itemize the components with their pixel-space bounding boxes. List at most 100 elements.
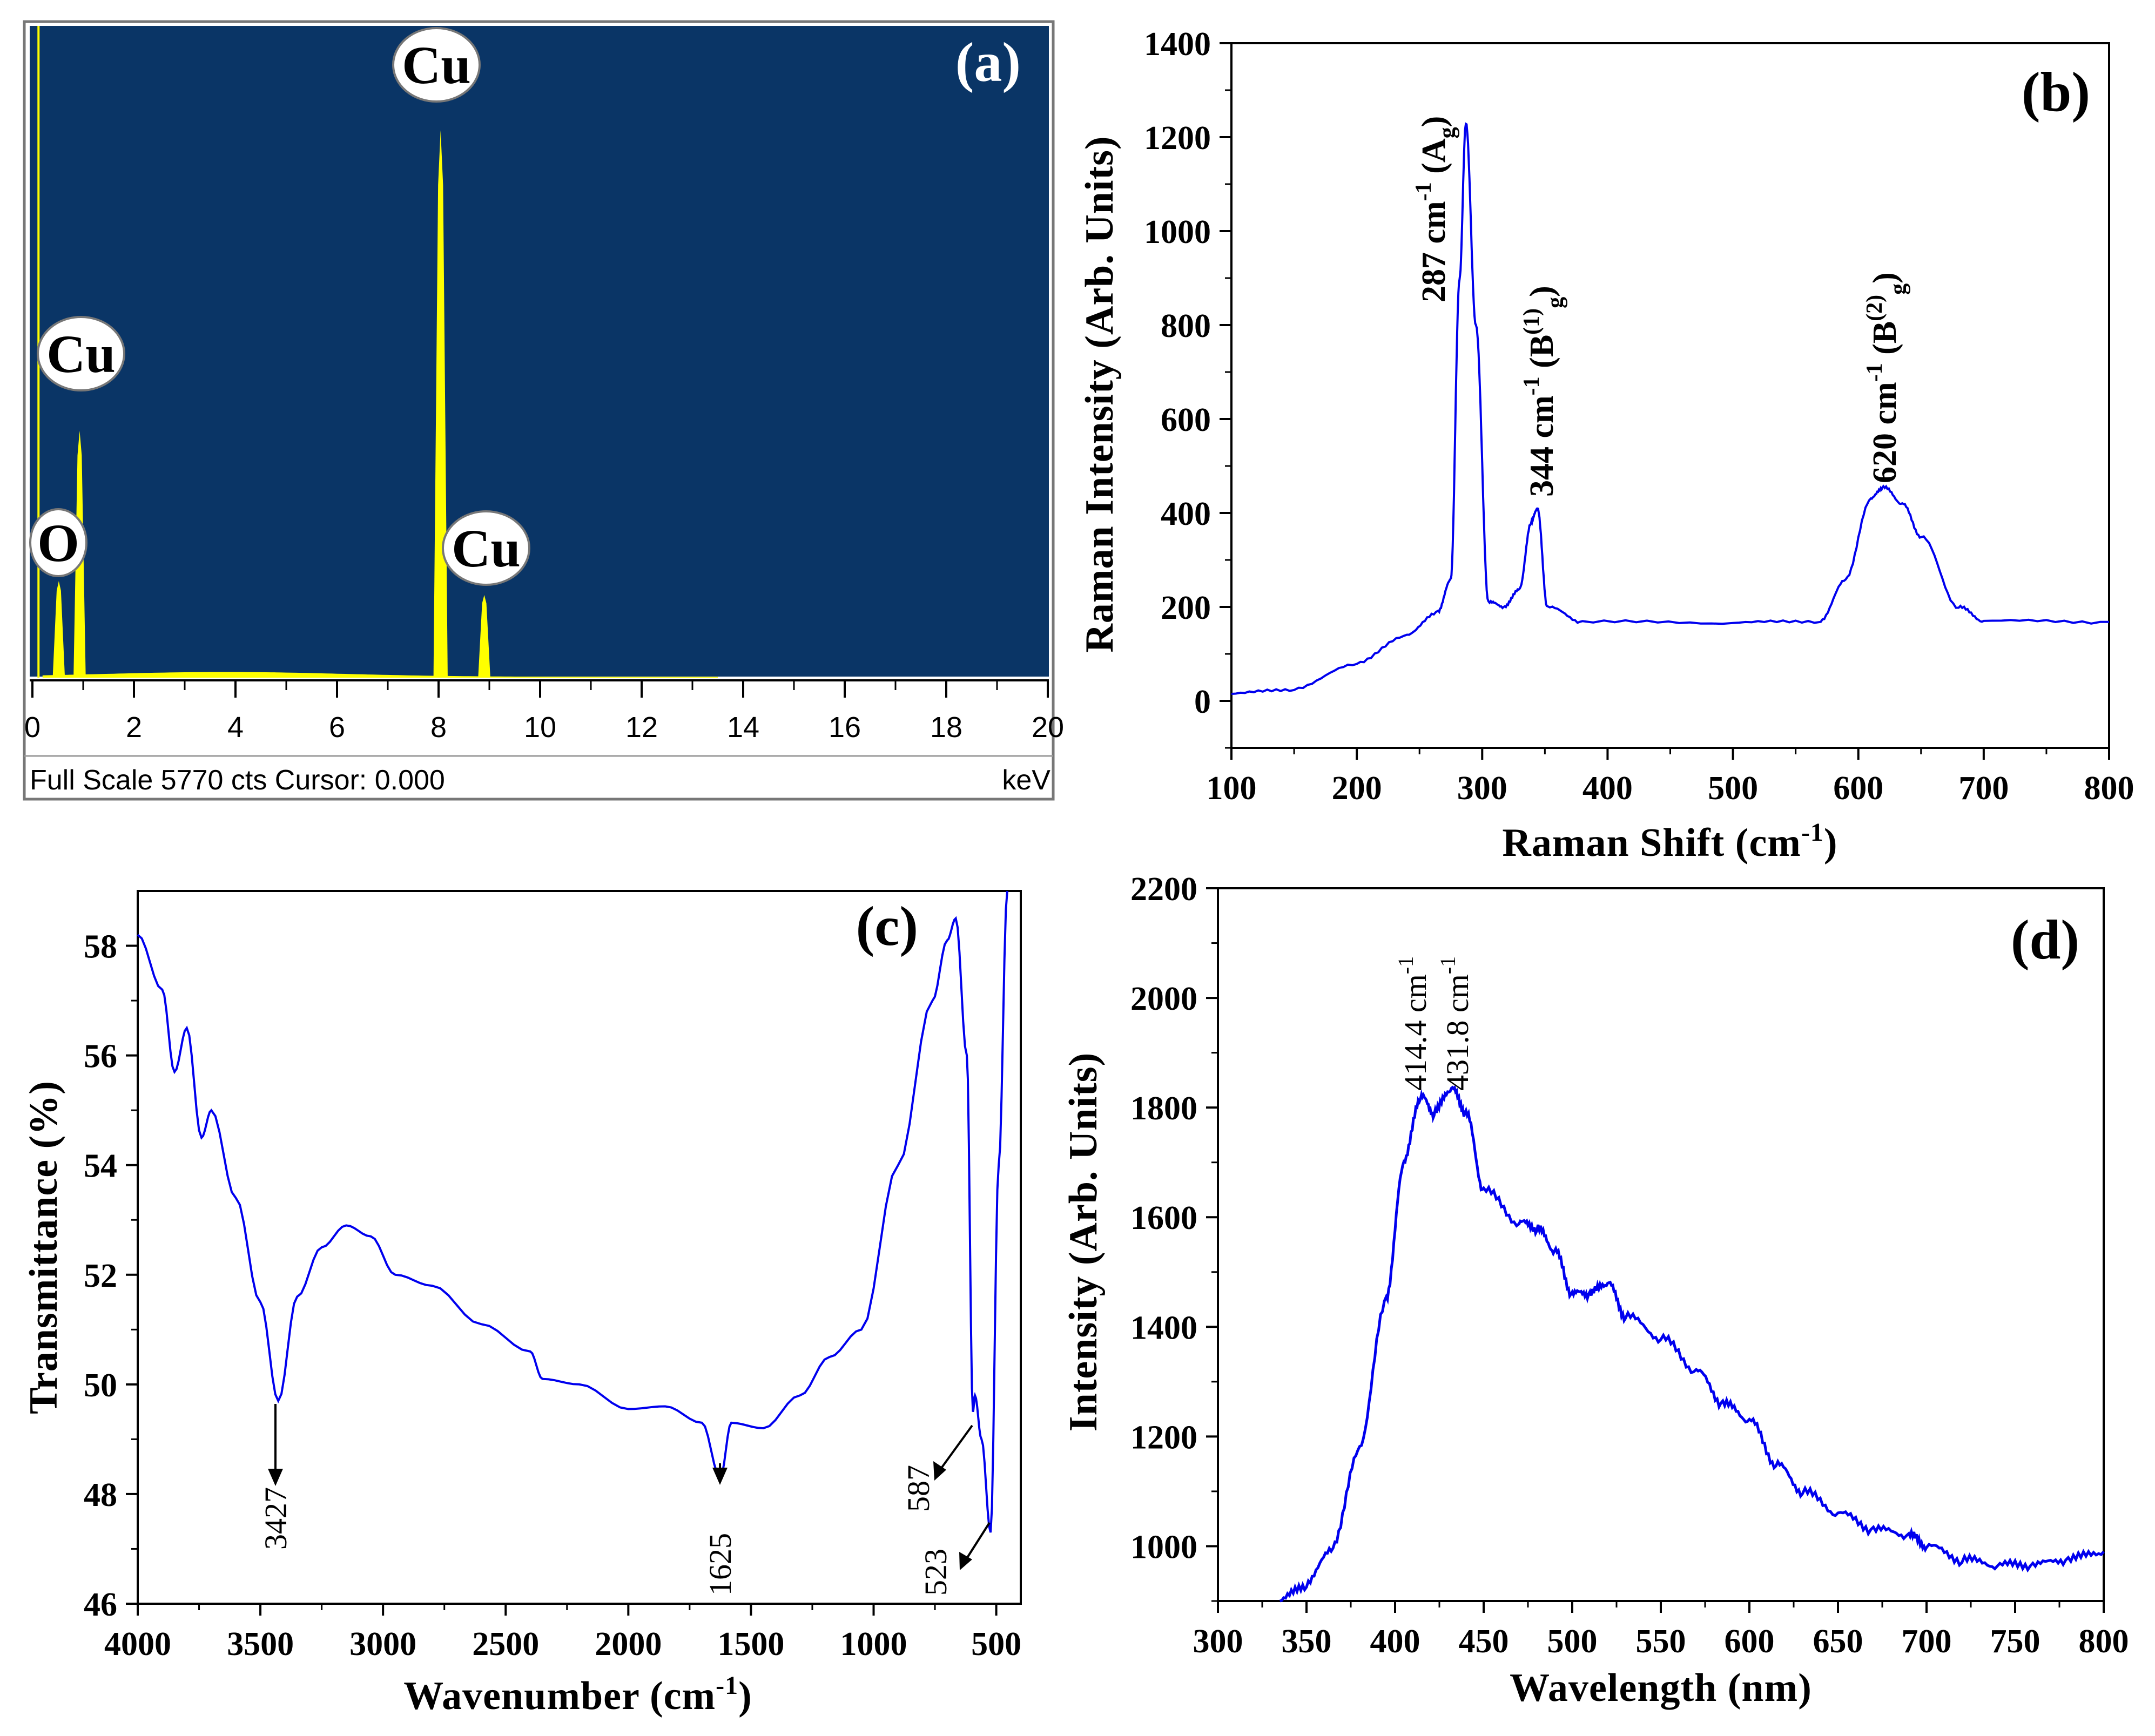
y-tick-label: 1600 <box>1130 1200 1197 1237</box>
x-tick-label: 700 <box>1958 770 2009 807</box>
y-tick-label: 600 <box>1161 402 1211 438</box>
pl-frame <box>1217 887 2105 1602</box>
x-tick-label: 3500 <box>227 1626 294 1663</box>
x-tick-label: 600 <box>1833 770 1883 807</box>
edx-ticks: 0 2 4 6 8 10 12 14 16 18 20 <box>24 680 1064 744</box>
edx-tick-label-2: 2 <box>126 711 142 744</box>
x-tick-label: 350 <box>1282 1623 1332 1660</box>
edx-badge-2 <box>392 27 481 103</box>
y-tick-label: 54 <box>84 1148 117 1185</box>
x-tick-label: 750 <box>1990 1623 2040 1660</box>
edx-footer-left: Full Scale 5770 cts Cursor: 0.000 <box>30 765 445 796</box>
raman-series-line <box>1231 122 2109 695</box>
edx-background-hump <box>42 672 718 678</box>
x-tick-label: 1000 <box>840 1626 907 1663</box>
pl-annotation-414: 414.4 cm-1 <box>1393 956 1433 1091</box>
panel-label-c: (c) <box>856 895 918 957</box>
y-tick-label: 1200 <box>1144 120 1211 157</box>
x-tick-label: 450 <box>1459 1623 1509 1660</box>
pl-y-title: Intensity (Arb. Units) <box>1061 1052 1106 1431</box>
x-tick-label: 400 <box>1370 1623 1420 1660</box>
ftir-annotation-523: 523 <box>918 1549 953 1596</box>
ftir-arrows <box>268 1404 991 1570</box>
edx-badges: O Cu Cu Cu <box>29 27 530 586</box>
x-tick-label: 1500 <box>717 1626 784 1663</box>
edx-footer-right: keV <box>1002 765 1050 796</box>
y-tick-label: 0 <box>1194 684 1211 720</box>
y-tick-label: 46 <box>84 1586 117 1623</box>
raman-annotation-287: 287 cm-1 (Ag) <box>1411 116 1460 302</box>
y-tick-label: 48 <box>84 1477 117 1514</box>
edx-plot-area <box>30 26 1049 677</box>
pl-series-line <box>1279 1085 2105 1603</box>
x-tick-label: 800 <box>2079 1623 2129 1660</box>
x-tick-label: 3000 <box>349 1626 416 1663</box>
y-tick-label: 2200 <box>1130 871 1197 908</box>
y-tick-label: 52 <box>84 1258 117 1294</box>
edx-tick-label-16: 16 <box>829 711 861 744</box>
panel-b-raman: 100 200 300 400 500 600 700 800 0 200 400 600 800 100… <box>1078 26 2134 865</box>
x-tick-label: 550 <box>1636 1623 1686 1660</box>
y-tick-label: 50 <box>84 1367 117 1404</box>
x-tick-label: 2500 <box>472 1626 539 1663</box>
raman-y-title: Raman Intensity (Arb. Units) <box>1078 136 1122 652</box>
pl-ticks: 300 350 400 450 500 550 600 650 700 750 800 1000 120… <box>1130 871 2129 1660</box>
edx-peak-o-0 <box>52 581 65 678</box>
ftir-x-title: Wavenumber (cm-1) <box>403 1671 752 1718</box>
ftir-y-title: Transmittance (%) <box>22 1080 66 1414</box>
x-tick-label: 500 <box>1708 770 1758 807</box>
raman-ticks: 100 200 300 400 500 600 700 800 0 200 400 600 800 100… <box>1144 26 2134 807</box>
edx-tick-label-4: 4 <box>227 711 244 744</box>
x-tick-label: 600 <box>1725 1623 1775 1660</box>
y-tick-label: 58 <box>84 929 117 965</box>
y-tick-label: 56 <box>84 1038 117 1075</box>
x-tick-label: 200 <box>1332 770 1382 807</box>
ftir-annotation-3427: 3427 <box>258 1487 293 1550</box>
y-tick-label: 200 <box>1161 590 1211 626</box>
x-tick-label: 500 <box>971 1626 1021 1663</box>
y-tick-label: 400 <box>1161 496 1211 532</box>
panel-c-ftir: 4000 3500 3000 2500 2000 1500 1000 500 46 48 50 52 5… <box>22 890 1022 1718</box>
y-tick-label: 1000 <box>1130 1529 1197 1565</box>
edx-badge-label-3: Cu <box>452 518 521 578</box>
edx-tick-label-12: 12 <box>625 711 658 744</box>
pl-x-title: Wavelength (nm) <box>1510 1666 1812 1710</box>
x-tick-label: 300 <box>1457 770 1507 807</box>
ftir-annotation-1625: 1625 <box>703 1533 738 1596</box>
ftir-ticks: 4000 3500 3000 2500 2000 1500 1000 500 46 48 50 52 5… <box>84 929 1021 1663</box>
x-tick-label: 4000 <box>104 1626 171 1663</box>
x-tick-label: 800 <box>2084 770 2134 807</box>
pl-annotation-431: 431.8 cm-1 <box>1436 956 1475 1091</box>
panel-label-a: (a) <box>955 31 1021 93</box>
y-tick-label: 1400 <box>1144 26 1211 63</box>
ftir-series-line <box>137 890 1008 1533</box>
edx-badge-label-2: Cu <box>402 35 471 95</box>
panel-d-pl: 300 350 400 450 500 550 600 650 700 750 800 1000 120… <box>1061 871 2129 1710</box>
edx-badge-1 <box>37 316 125 391</box>
panel-a-edx: 0 2 4 6 8 10 12 14 16 18 20 Full Scale 5770 cts Cu… <box>23 20 1064 801</box>
edx-badge-label-0: O <box>37 513 79 573</box>
edx-badge-3 <box>442 510 530 586</box>
edx-tick-label-6: 6 <box>329 711 345 744</box>
edx-peak-cu-3 <box>478 595 490 678</box>
edx-tick-label-10: 10 <box>524 711 556 744</box>
x-tick-label: 500 <box>1547 1623 1598 1660</box>
y-tick-label: 1200 <box>1130 1419 1197 1456</box>
panel-label-d: (d) <box>2011 909 2079 971</box>
raman-annotation-344: 344 cm-1 (B(1)g) <box>1519 286 1568 497</box>
x-tick-label: 2000 <box>595 1626 662 1663</box>
edx-tick-label-14: 14 <box>727 711 759 744</box>
y-tick-label: 800 <box>1161 308 1211 345</box>
y-tick-label: 1800 <box>1130 1090 1197 1127</box>
x-tick-label: 400 <box>1582 770 1633 807</box>
edx-tick-label-18: 18 <box>930 711 962 744</box>
x-tick-label: 650 <box>1813 1623 1863 1660</box>
panel-label-b: (b) <box>2022 61 2090 123</box>
edx-badge-label-1: Cu <box>46 324 116 384</box>
edx-tick-label-8: 8 <box>430 711 447 744</box>
edx-badge-0 <box>29 508 87 577</box>
x-tick-label: 100 <box>1207 770 1257 807</box>
raman-x-title: Raman Shift (cm-1) <box>1502 818 1837 865</box>
raman-frame <box>1230 42 2110 749</box>
